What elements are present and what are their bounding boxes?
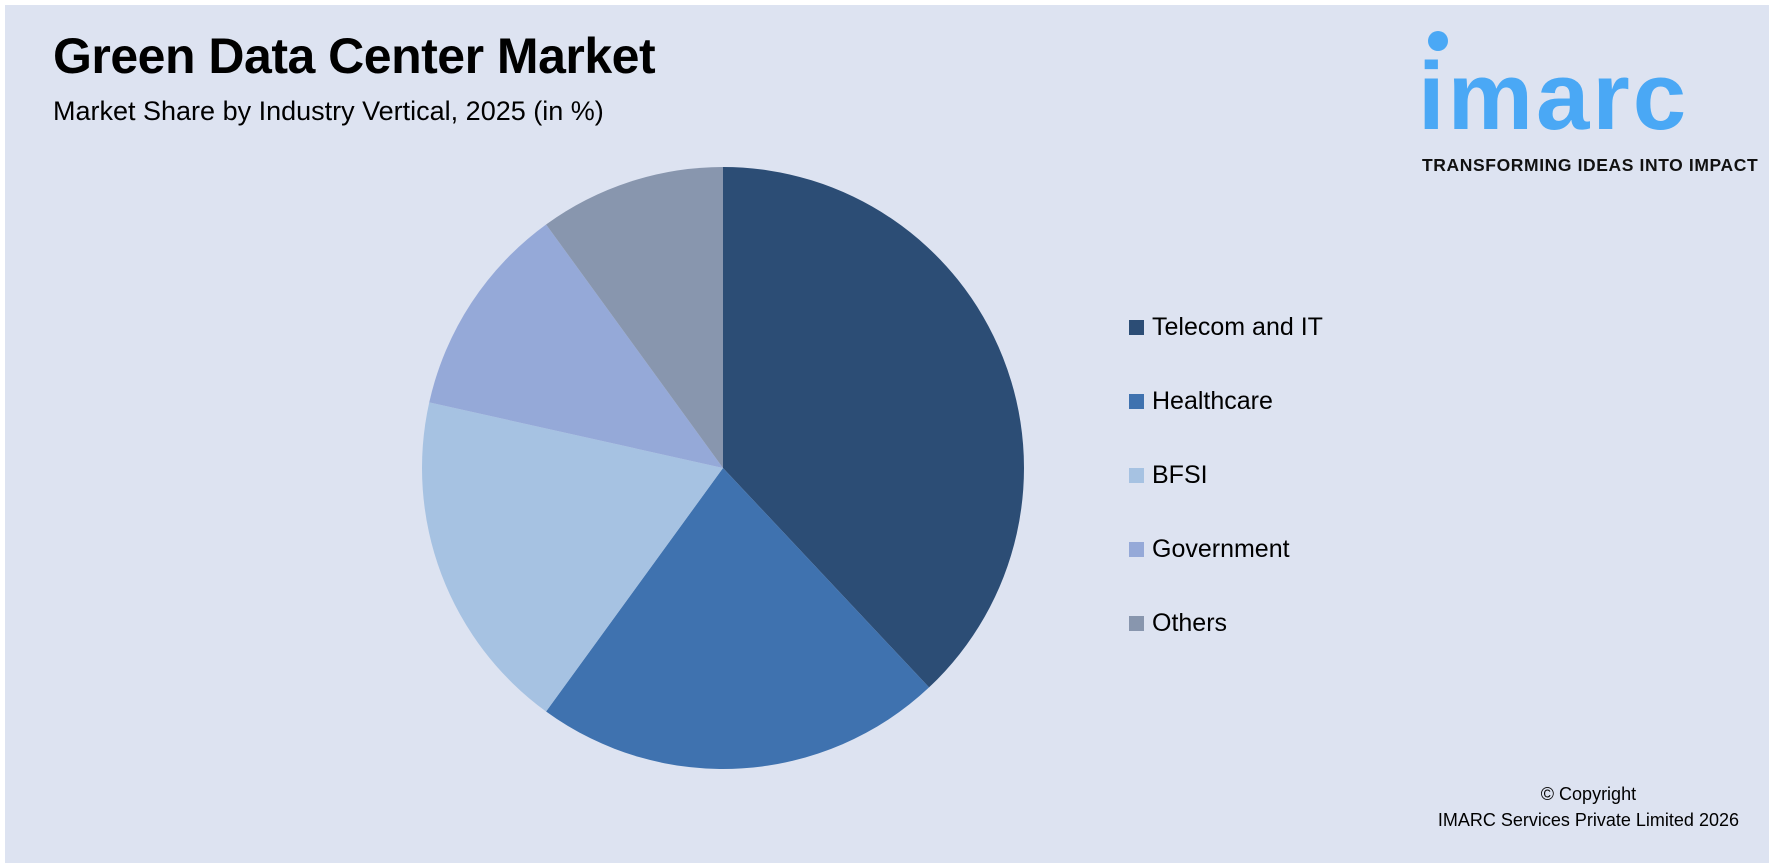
pie-slice-healthcare xyxy=(546,468,930,769)
legend-item: Others xyxy=(1129,608,1227,638)
legend-swatch xyxy=(1129,319,1144,335)
legend-label: BFSI xyxy=(1152,461,1208,489)
imarc-logo: imarc TRANSFORMING IDEAS INTO IMPACT xyxy=(1410,25,1760,185)
chart-title: Green Data Center Market xyxy=(53,28,656,84)
copyright: © Copyright IMARC Services Private Limit… xyxy=(1438,781,1739,833)
legend-swatch xyxy=(1129,467,1144,483)
logo-tagline: TRANSFORMING IDEAS INTO IMPACT xyxy=(1422,155,1759,175)
logo-wordmark: imarc xyxy=(1418,43,1690,150)
legend-swatch xyxy=(1129,393,1144,409)
legend-swatch xyxy=(1129,615,1144,631)
pie-slice-telecom-and-it xyxy=(723,167,1024,688)
legend-label: Others xyxy=(1152,609,1228,637)
pie-chart xyxy=(422,167,1024,769)
pie-slice-others xyxy=(546,167,723,468)
pie-slice-government xyxy=(429,224,723,468)
legend-label: Healthcare xyxy=(1152,387,1273,415)
legend-item: Telecom and IT xyxy=(1129,312,1323,342)
logo-dot-icon xyxy=(1428,31,1448,51)
legend-label: Telecom and IT xyxy=(1152,313,1323,341)
legend-item: BFSI xyxy=(1129,460,1208,490)
copyright-line-1: © Copyright xyxy=(1540,784,1637,804)
legend-label: Government xyxy=(1152,535,1290,563)
chart-subtitle: Market Share by Industry Vertical, 2025 … xyxy=(53,96,604,126)
legend-item: Healthcare xyxy=(1129,386,1273,416)
legend-swatch xyxy=(1129,541,1144,557)
legend-item: Government xyxy=(1129,534,1290,564)
chart-canvas: Green Data Center Market Market Share by… xyxy=(5,5,1769,863)
pie-slice-bfsi xyxy=(422,402,723,712)
copyright-line-2: IMARC Services Private Limited 2026 xyxy=(1437,810,1739,830)
